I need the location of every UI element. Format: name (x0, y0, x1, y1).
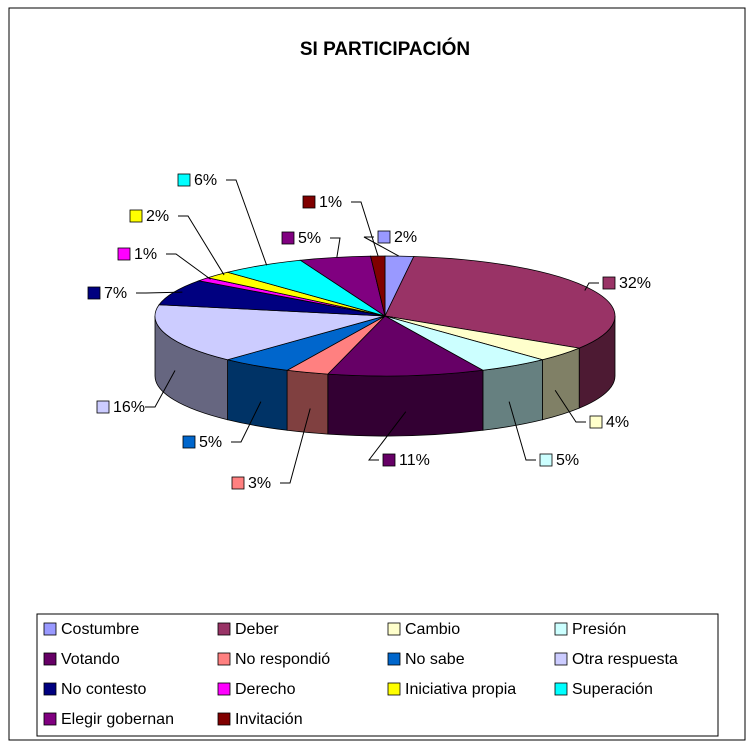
leader-line (145, 370, 176, 408)
data-label: 5% (298, 230, 321, 247)
slice (154, 304, 386, 361)
legend-label: No contesto (61, 681, 146, 698)
leader-line (363, 236, 400, 257)
legend-swatch (217, 712, 231, 726)
legend-label: Deber (235, 621, 279, 638)
legend-swatch (554, 652, 568, 666)
legend-swatch (387, 652, 401, 666)
data-label: 2% (146, 208, 169, 225)
slice-side (542, 347, 580, 421)
legend-swatch (43, 682, 57, 696)
leader-line (280, 408, 311, 484)
legend-label: Otra respuesta (572, 651, 678, 668)
label-key (96, 400, 110, 414)
label-key (539, 453, 553, 467)
leader-line (226, 179, 268, 266)
legend-swatch (387, 682, 401, 696)
legend-label: Presión (572, 621, 626, 638)
data-label: 11% (399, 452, 430, 469)
data-label: 1% (319, 194, 342, 211)
legend-swatch (554, 682, 568, 696)
leader-line (178, 215, 225, 276)
label-key (382, 453, 396, 467)
label-key (602, 276, 616, 290)
slice-side (227, 359, 288, 431)
legend-swatch (554, 622, 568, 636)
leader-line (330, 237, 341, 258)
label-key (177, 173, 191, 187)
legend-label: Superación (572, 681, 653, 698)
leader-line (351, 201, 379, 257)
leader-line (367, 411, 407, 461)
label-key (281, 231, 295, 245)
legend-swatch (217, 682, 231, 696)
legend-swatch (217, 622, 231, 636)
data-label: 16% (113, 399, 145, 416)
data-label: 5% (199, 434, 222, 451)
legend-label: Invitación (235, 711, 303, 728)
legend-label: Elegir gobernan (61, 711, 174, 728)
label-key (231, 476, 245, 490)
leader-line (584, 282, 599, 291)
data-label: 6% (194, 172, 217, 189)
leader-line (166, 253, 211, 280)
legend-box (36, 613, 719, 737)
data-label: 5% (556, 452, 579, 469)
label-key (302, 195, 316, 209)
leader-line (508, 401, 536, 461)
label-key (377, 230, 391, 244)
legend-label: Derecho (235, 681, 296, 698)
leader-line (554, 389, 586, 423)
data-label: 2% (394, 229, 417, 246)
legend-label: No sabe (405, 651, 465, 668)
legend-swatch (43, 652, 57, 666)
legend-swatch (217, 652, 231, 666)
leader-line (136, 291, 183, 294)
legend-label: Costumbre (61, 621, 139, 638)
legend-label: Iniciativa propia (405, 681, 516, 698)
slice-side (482, 359, 543, 431)
data-label: 1% (134, 246, 157, 263)
label-key (117, 247, 131, 261)
legend-swatch (43, 712, 57, 726)
chart-title: SI PARTICIPACIÓN (300, 38, 470, 60)
data-label: 3% (248, 475, 271, 492)
data-label: 4% (606, 414, 629, 431)
slice-side (286, 369, 329, 435)
label-key (129, 209, 143, 223)
data-label: 7% (104, 285, 127, 302)
legend-label: No respondió (235, 651, 330, 668)
slice (326, 315, 485, 377)
legend-swatch (387, 622, 401, 636)
leader-line (231, 401, 262, 443)
label-key (87, 286, 101, 300)
legend-label: Cambio (405, 621, 460, 638)
data-label: 32% (619, 275, 651, 292)
label-key (589, 415, 603, 429)
legend-swatch (43, 622, 57, 636)
label-key (182, 435, 196, 449)
slice-side (327, 369, 484, 437)
legend-label: Votando (61, 651, 120, 668)
